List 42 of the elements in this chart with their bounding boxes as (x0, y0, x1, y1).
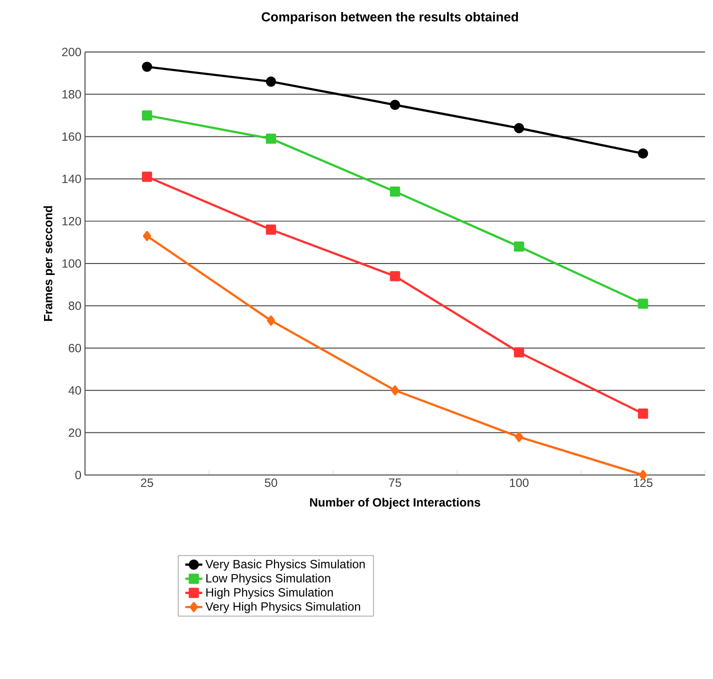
x-tick-label: 25 (140, 478, 154, 487)
point (390, 271, 400, 282)
point (390, 100, 400, 110)
y-tick-label: 60 (68, 344, 82, 352)
y-tick-label: 180 (62, 90, 82, 99)
x-tick-label: 100 (510, 478, 529, 487)
y-tick-label: 100 (62, 259, 82, 268)
point (142, 230, 152, 242)
y-tick-label: 200 (62, 48, 82, 56)
chart-title: Comparison between the results obtained (262, 12, 518, 24)
y-tick-label: 140 (62, 174, 82, 184)
point (142, 110, 152, 121)
x-axis-title: Number of Object Interactions (310, 498, 480, 509)
y-tick-label: 20 (68, 428, 82, 437)
point (390, 385, 400, 396)
y-tick-label: 40 (68, 386, 82, 395)
point (514, 241, 524, 252)
point (266, 224, 276, 235)
y-axis-title: Frames per seccond (44, 206, 55, 321)
point (638, 298, 648, 309)
legend-label: High Physics Simulation (206, 588, 333, 599)
y-tick-label: 160 (62, 132, 82, 141)
point (266, 76, 276, 87)
point (638, 148, 648, 159)
legend-label: Very Basic Physics Simulation (205, 560, 365, 571)
point (142, 62, 152, 72)
point (142, 172, 152, 182)
point (514, 123, 524, 134)
point (266, 315, 276, 326)
x-tick-label: 50 (264, 478, 278, 487)
x-tick-label: 125 (634, 478, 652, 487)
point (266, 134, 276, 144)
y-tick-label: 80 (68, 302, 82, 310)
y-tick-label: 120 (62, 216, 82, 226)
x-tick-label: 75 (388, 478, 402, 487)
point (390, 186, 400, 197)
legend-label: Low Physics Simulation (206, 574, 330, 585)
legend-label: Very High Physics Simulation (205, 602, 360, 614)
point (514, 347, 524, 358)
y-tick-label: 0 (75, 470, 82, 480)
point (638, 408, 648, 419)
point (514, 432, 524, 442)
